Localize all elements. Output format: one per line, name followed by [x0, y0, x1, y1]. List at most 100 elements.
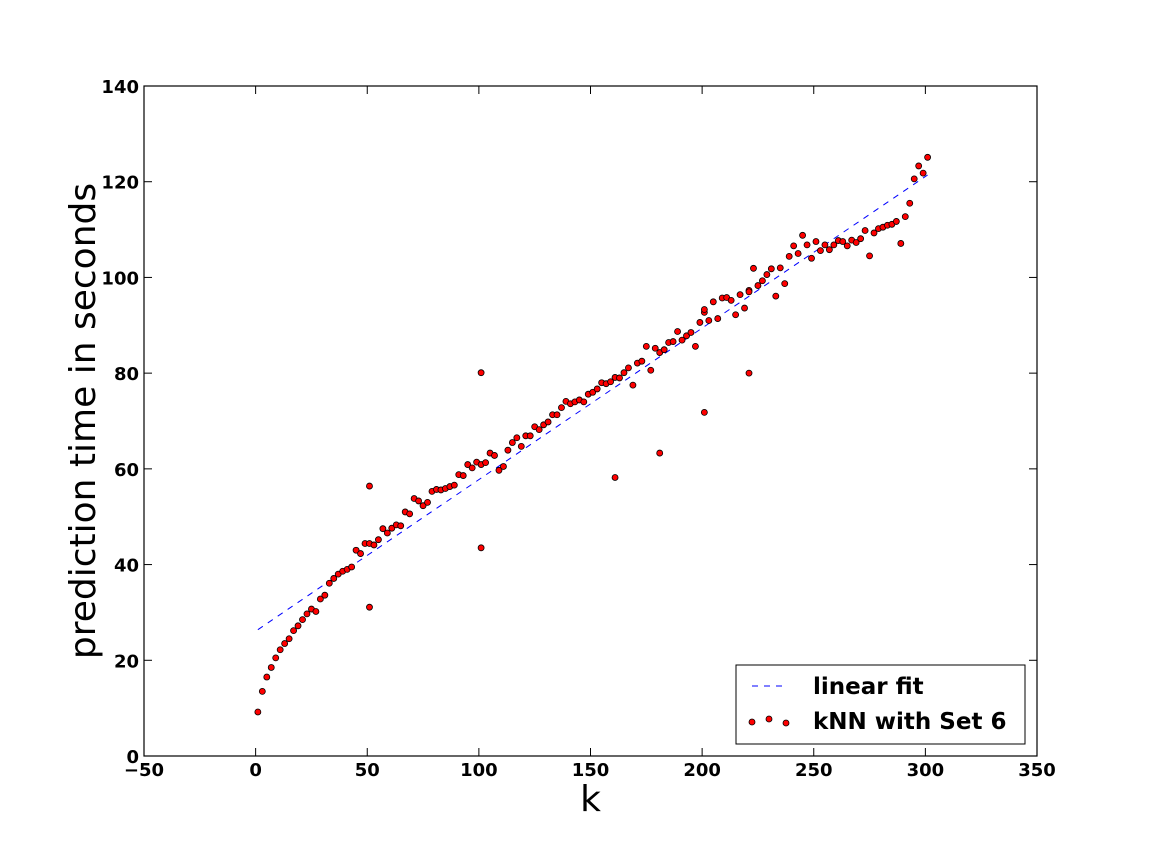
x-tick-label: 250: [795, 760, 833, 781]
data-point: [790, 242, 798, 250]
data-point: [825, 246, 833, 254]
data-point: [700, 408, 708, 416]
data-point: [656, 449, 664, 457]
data-point: [553, 411, 561, 419]
x-tick-label: 150: [572, 760, 610, 781]
data-point: [464, 461, 472, 468]
data-point: [477, 369, 485, 377]
data-point: [660, 346, 668, 354]
data-point: [593, 385, 601, 393]
x-tick-label: 200: [683, 760, 721, 781]
data-point: [776, 264, 784, 272]
data-point: [696, 319, 704, 326]
x-tick-label: −50: [124, 760, 164, 781]
data-point: [267, 664, 275, 671]
data-point: [843, 242, 851, 250]
data-point: [352, 546, 360, 554]
data-point: [424, 498, 431, 506]
data-point: [513, 434, 521, 442]
data-point: [620, 369, 628, 377]
data-point: [817, 247, 824, 255]
data-point: [468, 464, 476, 472]
data-point: [692, 342, 699, 350]
data-point: [357, 550, 364, 557]
data-point: [254, 708, 262, 716]
data-point: [316, 595, 324, 603]
data-point: [477, 544, 485, 552]
data-point: [727, 296, 735, 304]
x-tick-label: 100: [460, 760, 498, 781]
plot-area: [143, 85, 1038, 757]
axis-ticks: −50 0 50 100 150 200 250 300 3500204060801001201…: [101, 77, 1055, 781]
y-tick-label: 140: [101, 77, 139, 98]
legend-label-linear-fit: linear fit: [813, 674, 924, 700]
data-point: [910, 175, 918, 183]
data-point: [767, 265, 775, 273]
data-point: [669, 338, 677, 345]
x-axis-title: k: [580, 779, 601, 820]
data-point: [745, 288, 753, 296]
data-point: [759, 277, 766, 285]
y-axis-title: prediction time in seconds: [63, 183, 104, 659]
data-point: [750, 264, 757, 272]
data-point: [763, 271, 771, 278]
data-point: [821, 241, 829, 249]
data-point: [500, 463, 507, 470]
data-point: [629, 381, 637, 389]
data-point: [517, 442, 525, 450]
data-point: [290, 627, 297, 635]
data-point: [736, 291, 744, 299]
data-point: [508, 439, 516, 446]
data-point: [794, 250, 802, 257]
data-point: [861, 227, 869, 234]
data-point: [285, 635, 293, 643]
data-point: [450, 481, 458, 489]
fit-line-layer: [257, 174, 928, 631]
data-point: [580, 398, 588, 406]
data-point: [276, 646, 284, 654]
data-point: [830, 241, 838, 249]
x-tick-label: 350: [1018, 760, 1056, 781]
legend-marker-icon: [782, 719, 790, 727]
data-point: [325, 579, 333, 587]
data-point: [852, 239, 860, 246]
data-point: [366, 603, 373, 611]
legend-marker-icon: [765, 715, 773, 723]
data-point: [589, 388, 597, 396]
data-point: [406, 510, 414, 518]
data-point: [544, 418, 552, 426]
data-point: [897, 240, 905, 247]
data-point: [370, 541, 378, 549]
data-point: [732, 311, 740, 319]
data-point: [638, 357, 646, 365]
data-point: [674, 328, 681, 335]
data-point: [625, 364, 632, 372]
data-point: [535, 426, 543, 434]
data-point: [558, 404, 565, 412]
data-point: [348, 563, 356, 571]
data-point: [839, 238, 847, 245]
y-tick-label: 60: [114, 460, 139, 481]
data-point: [419, 502, 427, 510]
data-point: [272, 654, 280, 662]
data-point: [772, 292, 780, 300]
x-tick-label: 50: [355, 760, 380, 781]
legend: linear fit kNN with Set 6: [735, 664, 1026, 745]
y-tick-label: 0: [126, 747, 139, 768]
legend-marker-icon: [748, 718, 756, 726]
data-point: [709, 298, 717, 306]
data-points-layer: [254, 153, 932, 716]
data-point: [915, 162, 923, 170]
y-tick-label: 100: [101, 268, 139, 289]
data-point: [383, 529, 391, 537]
data-point: [745, 369, 753, 377]
data-point: [258, 687, 266, 695]
data-point: [906, 199, 914, 207]
x-tick-label: 300: [907, 760, 945, 781]
data-point: [799, 231, 806, 239]
data-point: [705, 317, 713, 324]
data-point: [366, 482, 373, 490]
data-point: [607, 378, 614, 386]
data-point: [714, 315, 722, 322]
